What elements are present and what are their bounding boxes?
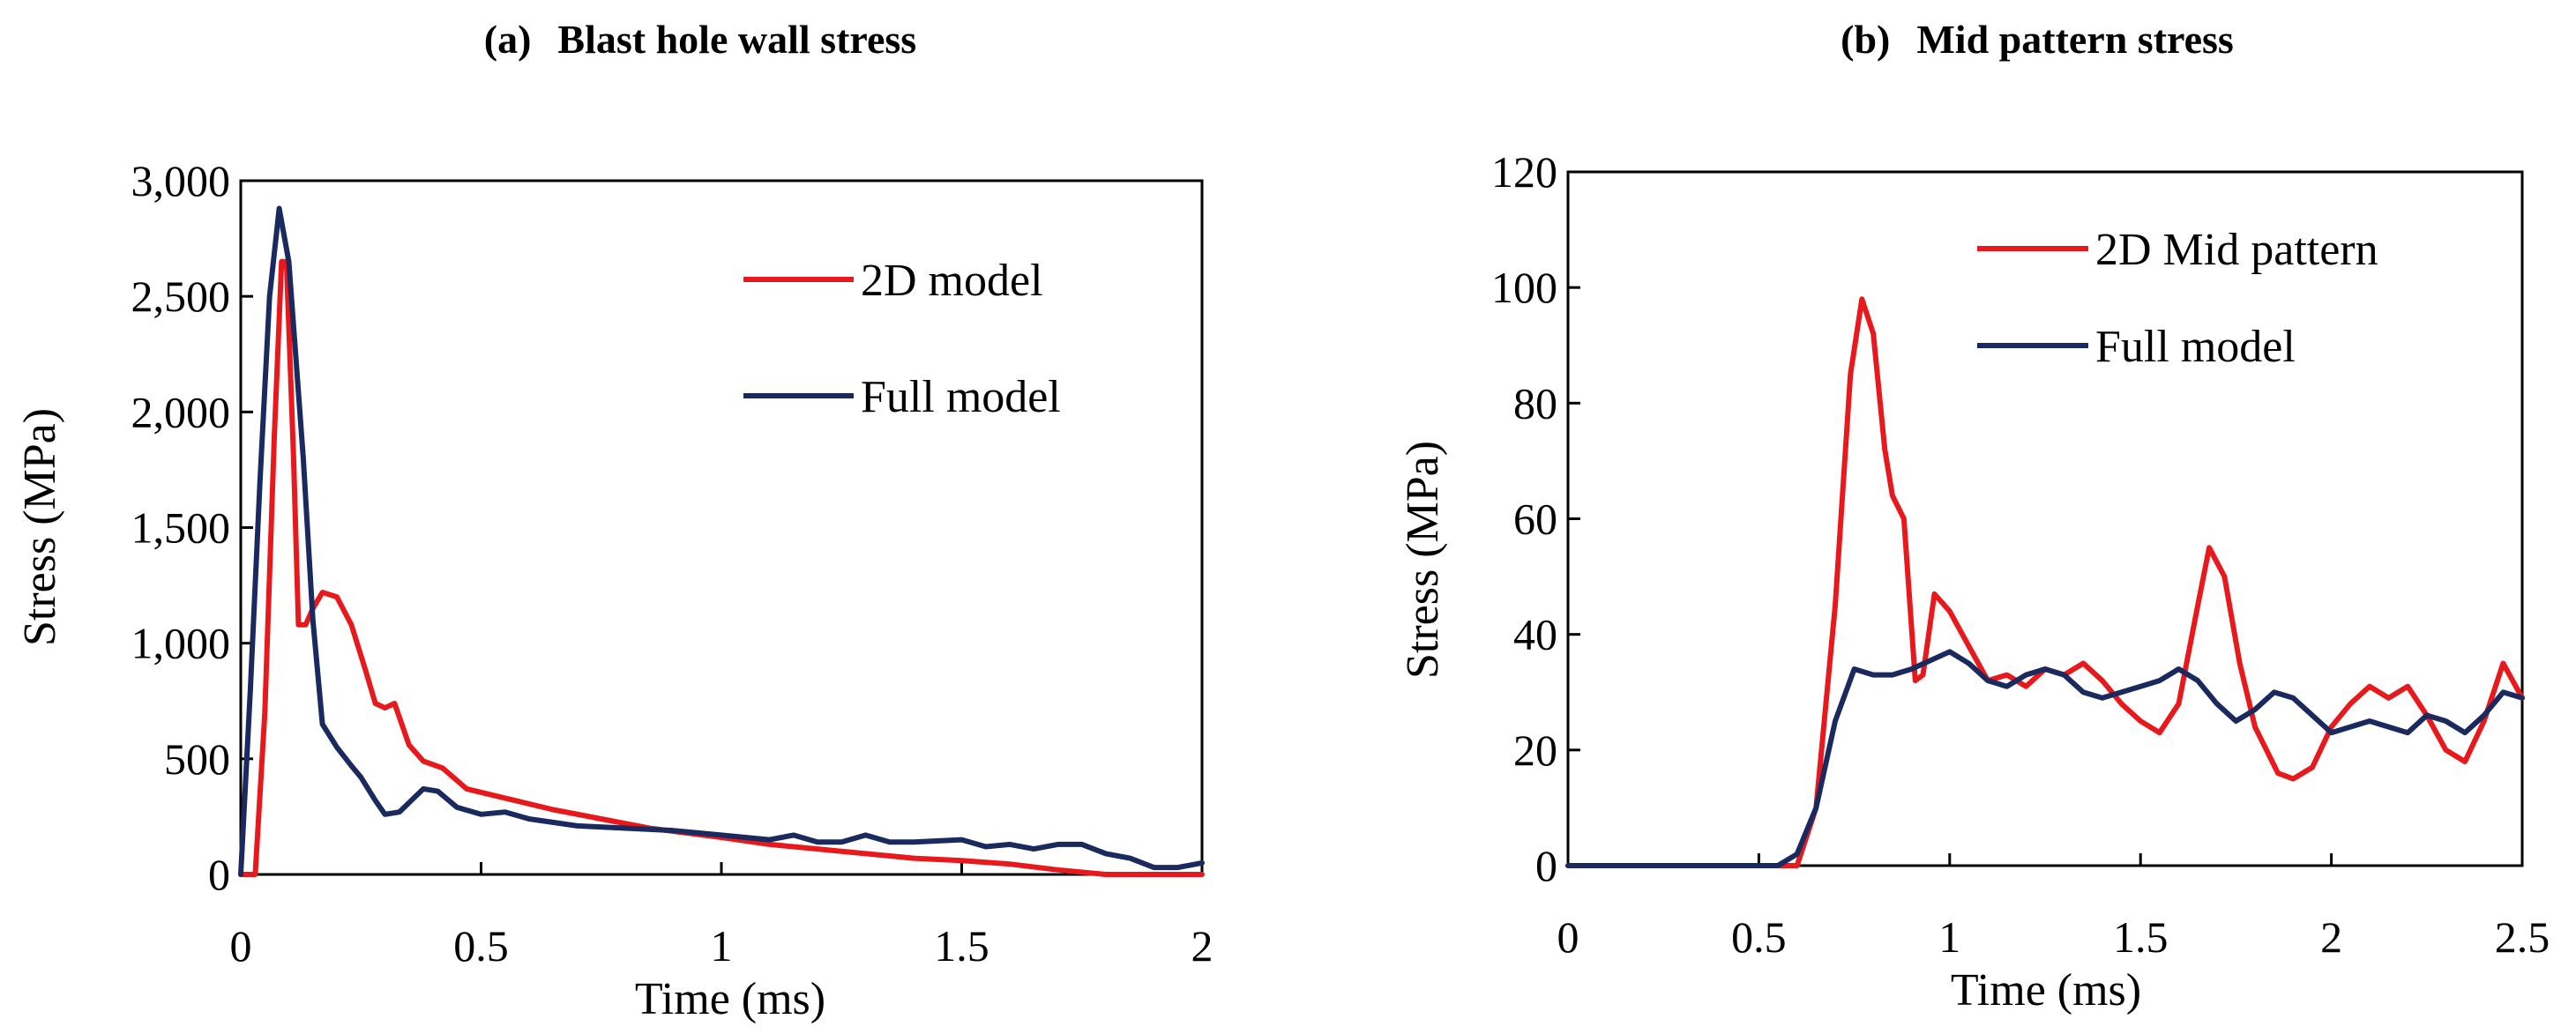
y-tick-label: 60 bbox=[1513, 495, 1557, 544]
y-tick-label: 100 bbox=[1491, 263, 1557, 312]
x-tick-label: 0.5 bbox=[453, 921, 509, 971]
x-tick-label: 1.5 bbox=[2113, 912, 2169, 962]
panel-a-x-ticks: 0 0.5 1 1.5 2 bbox=[230, 862, 1213, 971]
panel-b-title-text: Mid pattern stress bbox=[1916, 17, 2233, 62]
series-line-2d-mid-pattern bbox=[1565, 296, 2525, 868]
panel-b-x-label: Time (ms) bbox=[1951, 965, 2141, 1015]
x-tick-label: 1.5 bbox=[934, 921, 989, 971]
panel-b-plot-frame bbox=[1566, 170, 2524, 867]
panel-b-legend-full: Full model bbox=[2095, 322, 2296, 372]
y-tick-label: 0 bbox=[208, 850, 230, 899]
panel-b-letter: (b) bbox=[1841, 17, 1890, 62]
y-tick-label: 120 bbox=[1491, 147, 1557, 197]
x-tick-label: 0.5 bbox=[1731, 912, 1787, 962]
panel-b-y-ticks: 0 20 40 60 80 100 120 bbox=[1491, 147, 1580, 890]
panel-a-legend: 2D model Full model bbox=[743, 256, 1061, 422]
panel-b-y-label: Stress (MPa) bbox=[1398, 441, 1448, 679]
series-line-full-model bbox=[238, 205, 1205, 877]
y-tick-label: 80 bbox=[1513, 378, 1557, 428]
panel-b-legend: 2D Mid pattern Full model bbox=[1977, 225, 2378, 372]
y-tick-label: 500 bbox=[164, 734, 230, 784]
panel-b-x-ticks: 0 0.5 1 1.5 2 2.5 bbox=[1557, 853, 2550, 962]
panel-a: (a) Blast hole wall stress 0 500 1,000 1,500… bbox=[15, 17, 1213, 1024]
panel-a-plot-frame bbox=[239, 179, 1204, 876]
panel-a-series bbox=[238, 205, 1205, 877]
y-tick-label: 2,500 bbox=[131, 272, 231, 321]
x-tick-label: 1 bbox=[1938, 912, 1960, 962]
panel-a-legend-full: Full model bbox=[861, 372, 1061, 422]
x-tick-label: 1 bbox=[711, 921, 733, 971]
x-tick-label: 2 bbox=[1191, 921, 1213, 971]
y-tick-label: 40 bbox=[1513, 610, 1557, 659]
y-tick-label: 1,000 bbox=[131, 619, 231, 668]
panel-a-letter: (a) bbox=[484, 17, 532, 62]
x-tick-label: 0 bbox=[230, 921, 252, 971]
panel-a-y-ticks: 0 500 1,000 1,500 2,000 2,500 3,000 bbox=[131, 156, 253, 899]
series-line-2d-model bbox=[238, 258, 1205, 877]
x-tick-label: 2.5 bbox=[2495, 912, 2550, 962]
y-tick-label: 3,000 bbox=[131, 156, 231, 205]
y-tick-label: 20 bbox=[1513, 725, 1557, 775]
y-tick-label: 1,500 bbox=[131, 503, 231, 553]
panel-b-title: (b) Mid pattern stress bbox=[1841, 17, 2234, 62]
y-tick-label: 2,000 bbox=[131, 387, 231, 436]
panel-a-legend-2d: 2D model bbox=[861, 256, 1043, 306]
x-tick-label: 0 bbox=[1557, 912, 1579, 962]
panel-a-title-text: Blast hole wall stress bbox=[557, 17, 916, 62]
x-tick-label: 2 bbox=[2320, 912, 2342, 962]
series-line-full-model bbox=[1565, 649, 2525, 868]
panel-b-legend-2d: 2D Mid pattern bbox=[2095, 225, 2378, 275]
panel-a-x-label: Time (ms) bbox=[635, 974, 825, 1024]
panel-b-series bbox=[1565, 296, 2525, 868]
panel-a-y-label: Stress (MPa) bbox=[15, 408, 65, 646]
y-tick-label: 0 bbox=[1535, 841, 1557, 890]
panel-a-title: (a) Blast hole wall stress bbox=[484, 17, 916, 62]
